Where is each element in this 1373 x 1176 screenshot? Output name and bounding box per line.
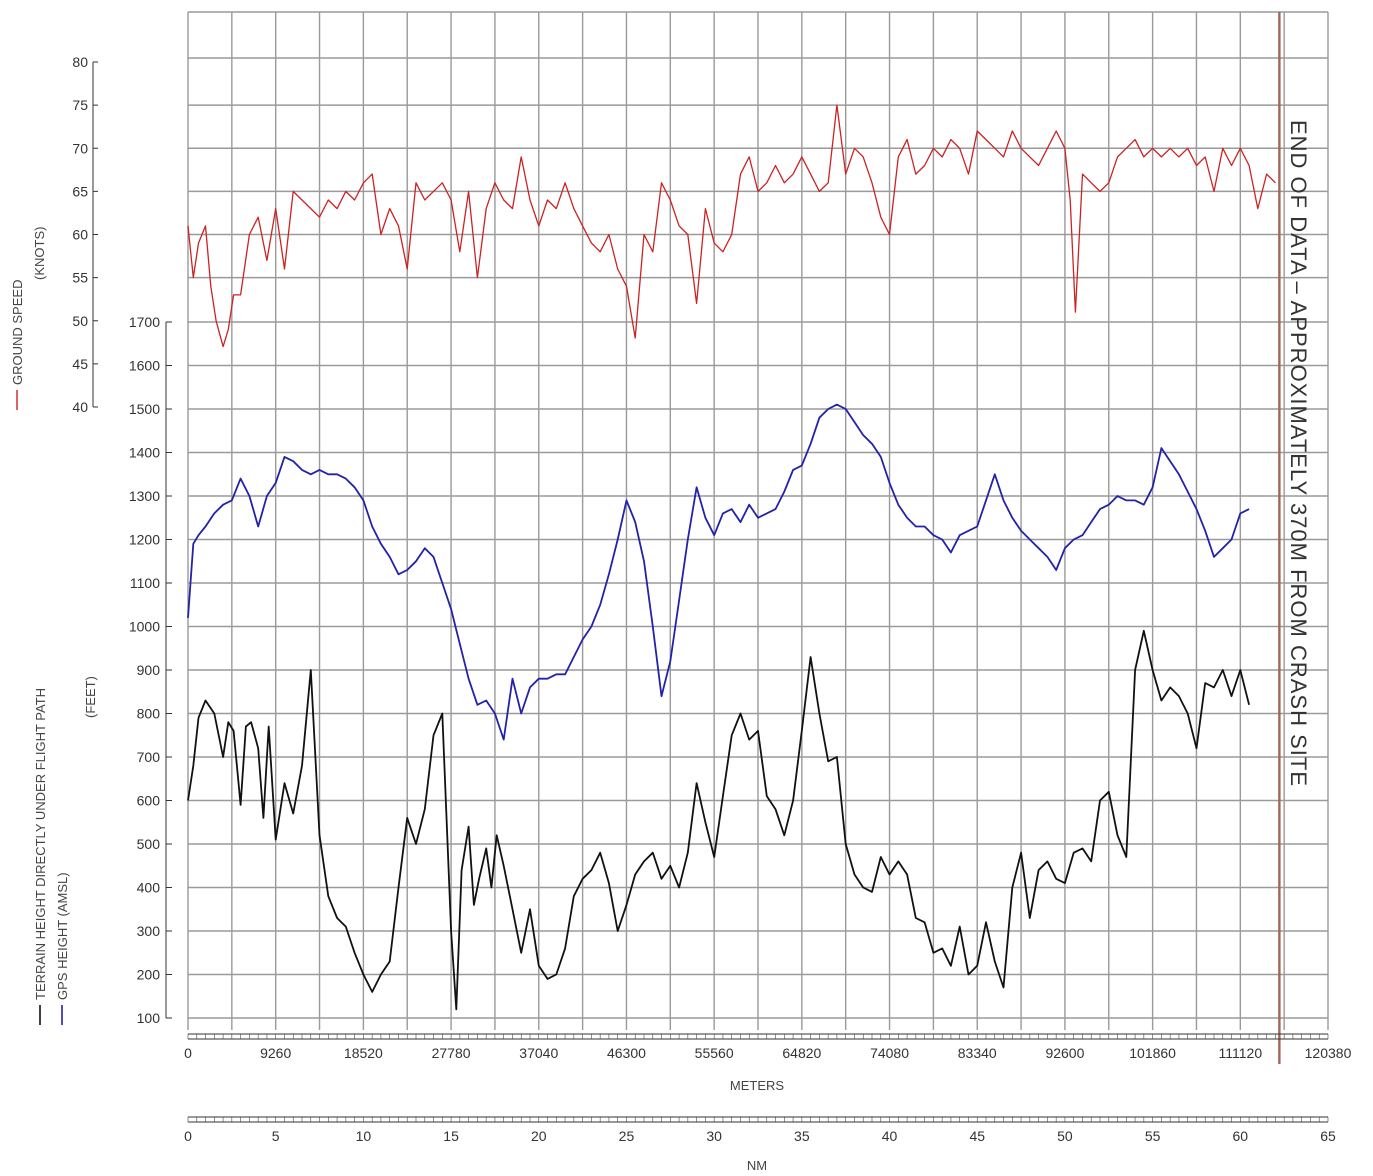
meters-tick-label: 101860 — [1129, 1045, 1176, 1061]
height-tick-label: 100 — [137, 1010, 161, 1026]
nm-tick-label: 35 — [794, 1128, 810, 1144]
meters-tick-label: 92600 — [1045, 1045, 1084, 1061]
meters-tick-label: 111120 — [1219, 1045, 1263, 1061]
ground-speed-tick-label: 40 — [72, 399, 88, 415]
ground-speed-tick-label: 60 — [72, 227, 88, 243]
height-tick-label: 300 — [137, 923, 161, 939]
nm-tick-label: 5 — [272, 1128, 280, 1144]
height-tick-label: 700 — [137, 749, 161, 765]
nm-tick-label: 10 — [356, 1128, 372, 1144]
height-tick-label: 1200 — [129, 532, 160, 548]
meters-tick-label: 9260 — [260, 1045, 291, 1061]
ground-speed-axis-label: GROUND SPEED — [10, 280, 25, 385]
meters-axis-label: METERS — [730, 1078, 785, 1093]
meters-axis: 0 9260 18520 27780 37040 46300 55560 64820 74080… — [184, 1033, 1352, 1061]
meters-tick-label: 18520 — [344, 1045, 383, 1061]
nm-tick-label: 0 — [184, 1128, 192, 1144]
height-axis: 1700 1600 1500 1400 1300 1200 1100 1000 900 800 70… — [129, 314, 172, 1026]
ground-speed-tick-label: 70 — [72, 140, 88, 156]
height-tick-label: 900 — [137, 662, 161, 678]
height-tick-label: 1600 — [129, 358, 160, 374]
height-tick-label: 400 — [137, 880, 161, 896]
ground-speed-axis: 80 75 70 65 60 55 50 45 40 — [72, 54, 98, 415]
nm-tick-label: 50 — [1057, 1128, 1073, 1144]
ground-speed-tick-label: 45 — [72, 356, 88, 372]
nm-tick-label: 45 — [969, 1128, 985, 1144]
meters-tick-label: 120380 — [1305, 1045, 1352, 1061]
ground-speed-tick-label: 80 — [72, 54, 88, 70]
nm-tick-label: 25 — [619, 1128, 635, 1144]
ground-speed-tick-label: 75 — [72, 97, 88, 113]
height-tick-label: 500 — [137, 836, 161, 852]
meters-tick-label: 64820 — [782, 1045, 821, 1061]
nm-tick-label: 30 — [706, 1128, 722, 1144]
terrain-series-line — [187, 629, 1250, 1011]
gps-height-series-line — [187, 403, 1250, 741]
end-of-data-annotation: END OF DATA – APPROXIMATELY 370M FROM CR… — [1286, 120, 1311, 787]
height-axis-unit: (FEET) — [83, 676, 98, 718]
nm-tick-label: 60 — [1233, 1128, 1249, 1144]
ground-speed-axis-unit: (KNOTS) — [32, 227, 47, 280]
terrain-axis-label: TERRAIN HEIGHT DIRECTLY UNDER FLIGHT PAT… — [33, 688, 48, 1000]
height-tick-label: 200 — [137, 967, 161, 983]
meters-tick-label: 27780 — [432, 1045, 471, 1061]
meters-tick-label: 74080 — [870, 1045, 909, 1061]
nm-tick-label: 65 — [1320, 1128, 1336, 1144]
meters-tick-label: 55560 — [695, 1045, 734, 1061]
height-tick-label: 1500 — [129, 401, 160, 417]
height-tick-label: 1300 — [129, 488, 160, 504]
nm-tick-label: 40 — [882, 1128, 898, 1144]
height-tick-label: 800 — [137, 706, 161, 722]
nm-axis: 0 5 10 15 20 25 30 35 40 45 50 55 60 65 — [184, 1116, 1336, 1144]
meters-tick-label: 46300 — [607, 1045, 646, 1061]
meters-tick-label: 37040 — [519, 1045, 558, 1061]
meters-tick-label: 0 — [184, 1045, 192, 1061]
meters-tick-label: 83340 — [958, 1045, 997, 1061]
height-tick-label: 600 — [137, 793, 161, 809]
gps-axis-label: GPS HEIGHT (AMSL) — [55, 872, 70, 1000]
plot-grid — [187, 11, 1329, 1030]
nm-axis-label: NM — [747, 1158, 767, 1173]
ground-speed-tick-label: 65 — [72, 183, 88, 199]
height-tick-label: 1400 — [129, 445, 160, 461]
height-tick-label: 1000 — [129, 619, 160, 635]
height-tick-label: 1700 — [129, 314, 160, 330]
series-layer — [187, 104, 1276, 1011]
ground-speed-series-line — [187, 104, 1276, 348]
nm-tick-label: 20 — [531, 1128, 547, 1144]
ground-speed-tick-label: 55 — [72, 270, 88, 286]
nm-tick-label: 55 — [1145, 1128, 1161, 1144]
ground-speed-tick-label: 50 — [72, 313, 88, 329]
height-tick-label: 1100 — [130, 575, 160, 591]
nm-tick-label: 15 — [443, 1128, 459, 1144]
